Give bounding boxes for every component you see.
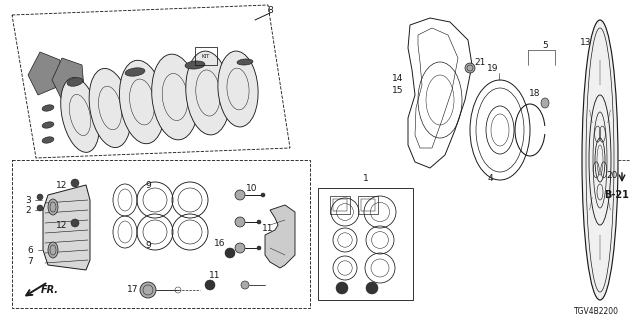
Ellipse shape [366,282,378,294]
Ellipse shape [336,282,348,294]
Ellipse shape [261,193,265,197]
Ellipse shape [61,78,99,152]
Ellipse shape [235,217,245,227]
Bar [195,47,217,65]
Ellipse shape [71,179,79,187]
Ellipse shape [37,205,43,211]
Ellipse shape [582,20,618,300]
Ellipse shape [42,122,54,128]
Text: 17: 17 [127,285,139,294]
Text: 10: 10 [246,183,258,193]
Text: 9: 9 [145,241,151,250]
Polygon shape [265,205,295,268]
Ellipse shape [120,60,164,144]
Ellipse shape [541,98,549,108]
Ellipse shape [185,61,205,69]
Bar [333,199,347,211]
Text: 15: 15 [392,85,404,94]
Polygon shape [43,185,90,270]
Ellipse shape [48,199,58,215]
Text: 14: 14 [392,74,404,83]
Bar [330,196,350,214]
Bar [358,196,378,214]
Text: 3: 3 [25,196,31,204]
Ellipse shape [125,68,145,76]
Ellipse shape [225,248,235,258]
Ellipse shape [71,219,79,227]
Ellipse shape [186,51,230,135]
Ellipse shape [257,220,261,224]
Ellipse shape [235,243,245,253]
Text: 16: 16 [214,238,226,247]
Polygon shape [28,52,62,95]
Ellipse shape [89,68,131,148]
Text: 12: 12 [56,220,68,229]
Text: TGV4B2200: TGV4B2200 [573,308,618,316]
Polygon shape [52,58,84,100]
Text: 21: 21 [474,58,486,67]
Ellipse shape [237,59,253,65]
Ellipse shape [257,246,261,250]
Text: 19: 19 [487,63,499,73]
Text: 11: 11 [209,270,221,279]
Ellipse shape [235,190,245,200]
Text: 6: 6 [27,245,33,254]
Ellipse shape [241,281,249,289]
Text: 11: 11 [262,223,274,233]
Text: 7: 7 [27,258,33,267]
Text: 13: 13 [580,37,592,46]
Bar [318,188,413,300]
Text: B-21: B-21 [605,190,629,200]
Ellipse shape [465,63,475,73]
Text: 20: 20 [606,171,618,180]
Text: KIT: KIT [202,53,210,59]
Ellipse shape [140,282,156,298]
Text: 12: 12 [56,180,68,189]
Bar [361,199,375,211]
Ellipse shape [218,51,258,127]
Text: 5: 5 [542,41,548,50]
Ellipse shape [48,242,58,258]
Text: 1: 1 [363,173,369,182]
Ellipse shape [67,78,83,86]
Text: 9: 9 [145,180,151,189]
Ellipse shape [152,54,198,140]
Ellipse shape [42,105,54,111]
Text: 8: 8 [267,5,273,14]
Text: FR.: FR. [41,285,59,295]
Ellipse shape [42,137,54,143]
Text: 4: 4 [487,173,493,182]
Ellipse shape [37,194,43,200]
Text: 2: 2 [25,205,31,214]
Ellipse shape [205,280,215,290]
Text: 18: 18 [529,89,541,98]
